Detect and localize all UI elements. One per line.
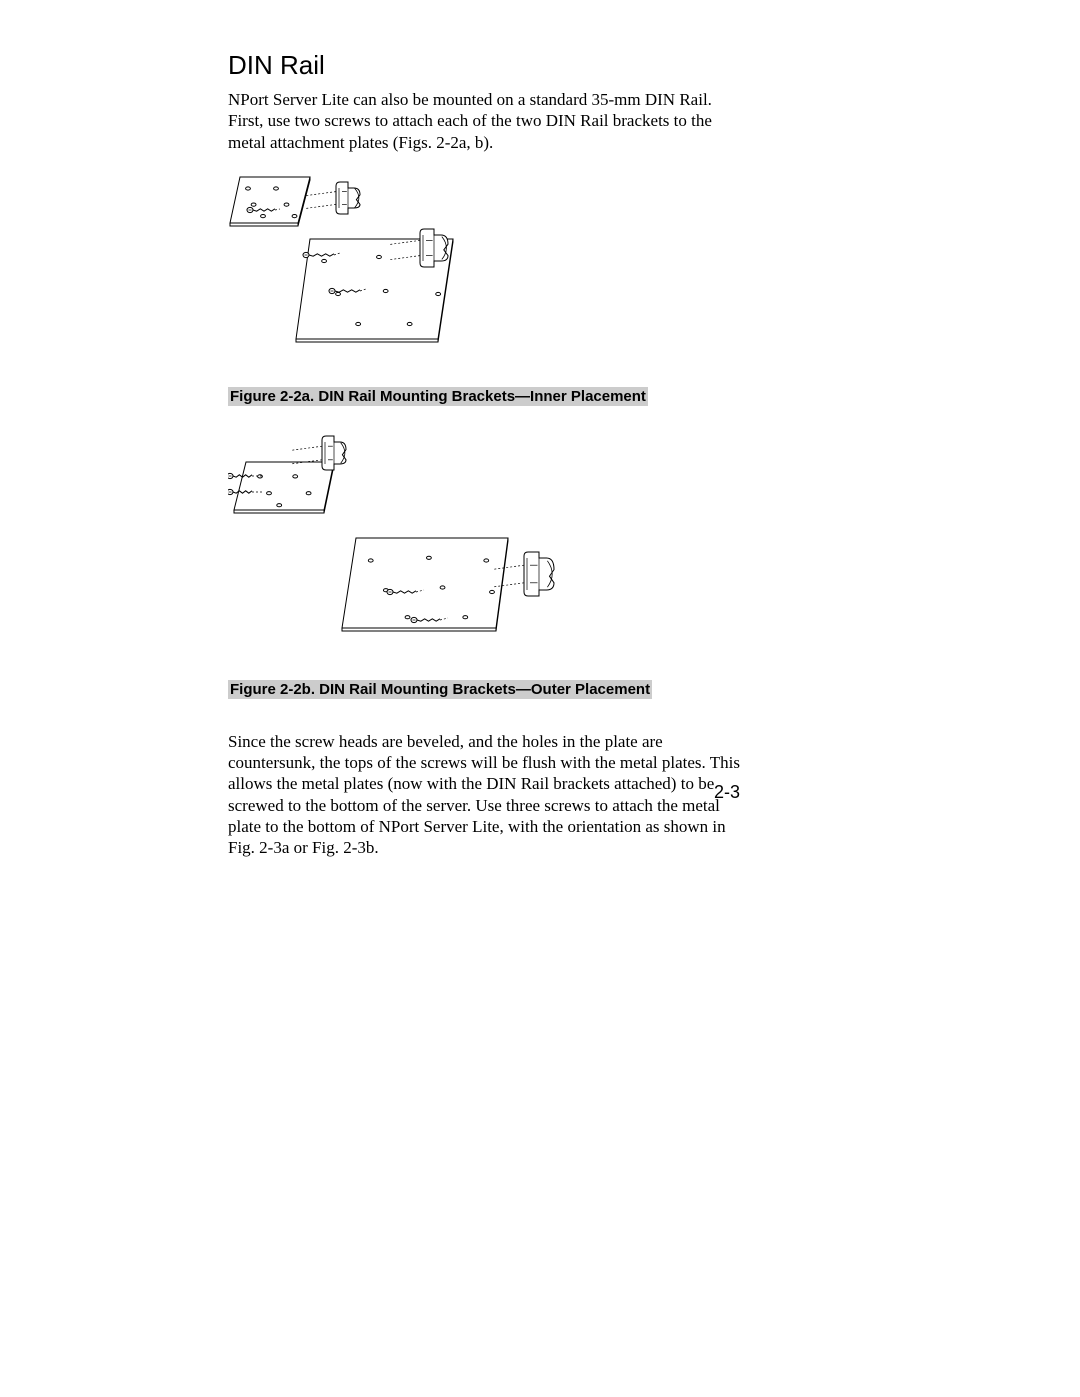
section-title: DIN Rail <box>228 50 748 81</box>
figure-2-2a-drawing <box>228 167 473 367</box>
figure-2-2b-caption: Figure 2-2b. DIN Rail Mounting Brackets—… <box>228 680 652 699</box>
figure-2-2a-caption: Figure 2-2a. DIN Rail Mounting Brackets—… <box>228 387 648 406</box>
page-number: 2-3 <box>714 782 740 803</box>
paragraph-2: Since the screw heads are beveled, and t… <box>228 731 748 859</box>
figure-2-2b-drawing <box>228 430 568 660</box>
figure-2-2b <box>228 430 748 660</box>
paragraph-1: NPort Server Lite can also be mounted on… <box>228 89 748 153</box>
page: DIN Rail NPort Server Lite can also be m… <box>0 0 1080 1397</box>
figure-2-2a <box>228 167 748 367</box>
content-column: DIN Rail NPort Server Lite can also be m… <box>228 50 748 858</box>
